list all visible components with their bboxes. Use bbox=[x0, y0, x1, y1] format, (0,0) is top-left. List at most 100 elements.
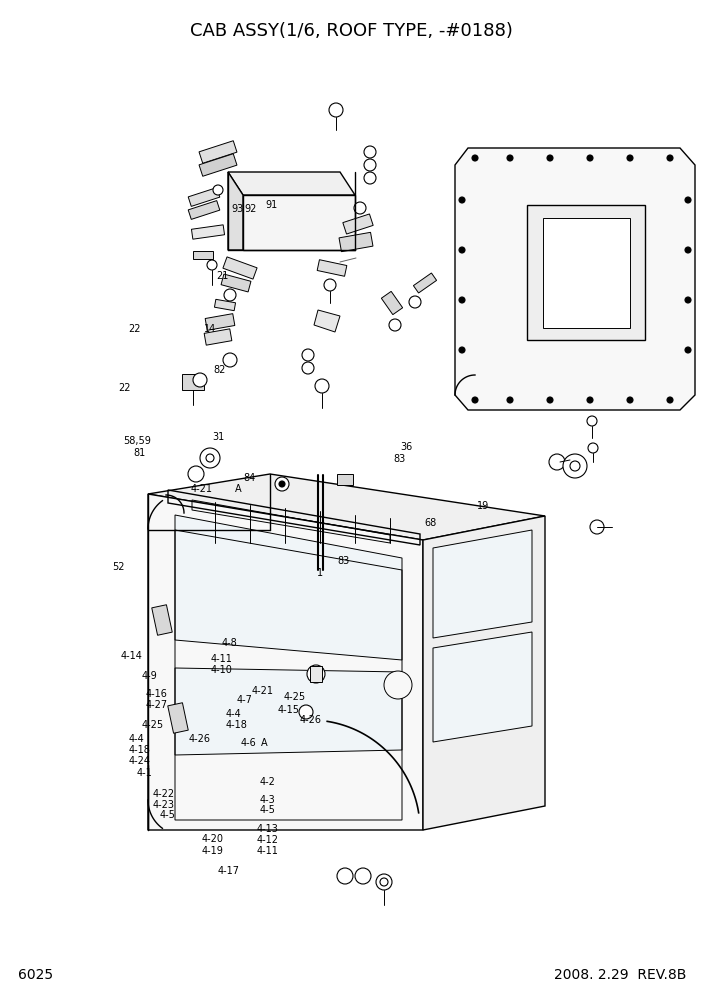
Circle shape bbox=[472, 397, 478, 403]
Polygon shape bbox=[175, 668, 402, 755]
Polygon shape bbox=[339, 232, 373, 252]
Text: 4-27: 4-27 bbox=[146, 700, 168, 710]
Polygon shape bbox=[199, 141, 237, 164]
Circle shape bbox=[307, 665, 325, 683]
Polygon shape bbox=[310, 666, 322, 682]
Polygon shape bbox=[343, 214, 373, 234]
Circle shape bbox=[315, 379, 329, 393]
Polygon shape bbox=[221, 274, 251, 292]
Text: 1: 1 bbox=[317, 568, 324, 578]
Circle shape bbox=[547, 155, 553, 161]
Polygon shape bbox=[455, 148, 695, 410]
Text: 4-7: 4-7 bbox=[237, 695, 253, 705]
Text: 93: 93 bbox=[232, 204, 244, 214]
Text: 4-26: 4-26 bbox=[188, 734, 210, 744]
Polygon shape bbox=[204, 328, 232, 345]
Text: 91: 91 bbox=[265, 200, 277, 210]
Circle shape bbox=[389, 319, 401, 331]
Polygon shape bbox=[433, 632, 532, 742]
Text: 83: 83 bbox=[337, 557, 349, 566]
Polygon shape bbox=[175, 515, 402, 660]
Polygon shape bbox=[228, 172, 243, 250]
Circle shape bbox=[547, 397, 553, 403]
Text: 4-17: 4-17 bbox=[218, 866, 239, 876]
Circle shape bbox=[302, 349, 314, 361]
Text: 4-23: 4-23 bbox=[153, 800, 175, 809]
Text: 4-11: 4-11 bbox=[211, 654, 232, 664]
Text: 4-2: 4-2 bbox=[260, 777, 276, 787]
Text: 4-11: 4-11 bbox=[256, 846, 278, 856]
Text: 4-9: 4-9 bbox=[142, 671, 157, 681]
Text: 36: 36 bbox=[400, 442, 412, 452]
Circle shape bbox=[364, 172, 376, 184]
Circle shape bbox=[223, 353, 237, 367]
Polygon shape bbox=[228, 172, 355, 195]
Text: 4-4: 4-4 bbox=[128, 734, 144, 744]
Polygon shape bbox=[527, 205, 645, 340]
Circle shape bbox=[329, 103, 343, 117]
Circle shape bbox=[299, 705, 313, 719]
Circle shape bbox=[472, 155, 478, 161]
Circle shape bbox=[590, 520, 604, 534]
Text: 4-21: 4-21 bbox=[251, 686, 273, 696]
Polygon shape bbox=[543, 218, 630, 328]
Circle shape bbox=[224, 289, 236, 301]
Circle shape bbox=[354, 202, 366, 214]
Circle shape bbox=[587, 155, 593, 161]
Text: 14: 14 bbox=[204, 324, 216, 334]
Circle shape bbox=[459, 197, 465, 203]
Text: 92: 92 bbox=[244, 204, 257, 214]
Circle shape bbox=[355, 868, 371, 884]
Text: 4-25: 4-25 bbox=[142, 720, 164, 730]
Text: 81: 81 bbox=[133, 448, 145, 458]
Text: 19: 19 bbox=[477, 501, 489, 511]
Polygon shape bbox=[223, 257, 257, 279]
Polygon shape bbox=[192, 225, 225, 239]
Text: 58,59: 58,59 bbox=[123, 436, 151, 446]
Polygon shape bbox=[168, 702, 188, 733]
Text: A: A bbox=[234, 484, 241, 494]
Circle shape bbox=[588, 443, 598, 453]
Text: 82: 82 bbox=[213, 365, 226, 375]
Text: CAB ASSY(1/6, ROOF TYPE, -#0188): CAB ASSY(1/6, ROOF TYPE, -#0188) bbox=[190, 22, 512, 40]
Text: 4-8: 4-8 bbox=[222, 638, 237, 648]
Text: 4-1: 4-1 bbox=[137, 768, 152, 778]
Circle shape bbox=[279, 481, 285, 487]
Circle shape bbox=[627, 397, 633, 403]
Circle shape bbox=[587, 397, 593, 403]
Text: 4-6: 4-6 bbox=[240, 738, 256, 748]
Polygon shape bbox=[148, 494, 423, 830]
Polygon shape bbox=[188, 187, 220, 206]
Text: 4-26: 4-26 bbox=[300, 715, 322, 725]
Circle shape bbox=[685, 347, 691, 353]
Circle shape bbox=[685, 197, 691, 203]
Circle shape bbox=[507, 397, 513, 403]
Circle shape bbox=[275, 477, 289, 491]
Text: 68: 68 bbox=[425, 518, 437, 528]
Circle shape bbox=[563, 454, 587, 478]
Text: 4-22: 4-22 bbox=[153, 789, 176, 799]
Text: 4-12: 4-12 bbox=[256, 835, 278, 845]
Text: 6025: 6025 bbox=[18, 968, 53, 982]
Text: 4-25: 4-25 bbox=[284, 692, 306, 702]
Circle shape bbox=[409, 296, 421, 308]
Circle shape bbox=[570, 461, 580, 471]
Circle shape bbox=[685, 297, 691, 303]
Circle shape bbox=[364, 159, 376, 171]
Text: 2008. 2.29  REV.8B: 2008. 2.29 REV.8B bbox=[554, 968, 686, 982]
Circle shape bbox=[324, 279, 336, 291]
Text: 22: 22 bbox=[118, 383, 131, 393]
Circle shape bbox=[200, 448, 220, 468]
Polygon shape bbox=[205, 313, 235, 330]
Text: 4-18: 4-18 bbox=[128, 745, 150, 755]
Polygon shape bbox=[413, 273, 437, 293]
Circle shape bbox=[188, 466, 204, 482]
Polygon shape bbox=[337, 473, 353, 484]
Polygon shape bbox=[199, 154, 237, 177]
Circle shape bbox=[193, 373, 207, 387]
Text: 4-19: 4-19 bbox=[201, 846, 223, 856]
Circle shape bbox=[667, 397, 673, 403]
Circle shape bbox=[459, 297, 465, 303]
Text: 21: 21 bbox=[216, 271, 229, 281]
Circle shape bbox=[507, 155, 513, 161]
